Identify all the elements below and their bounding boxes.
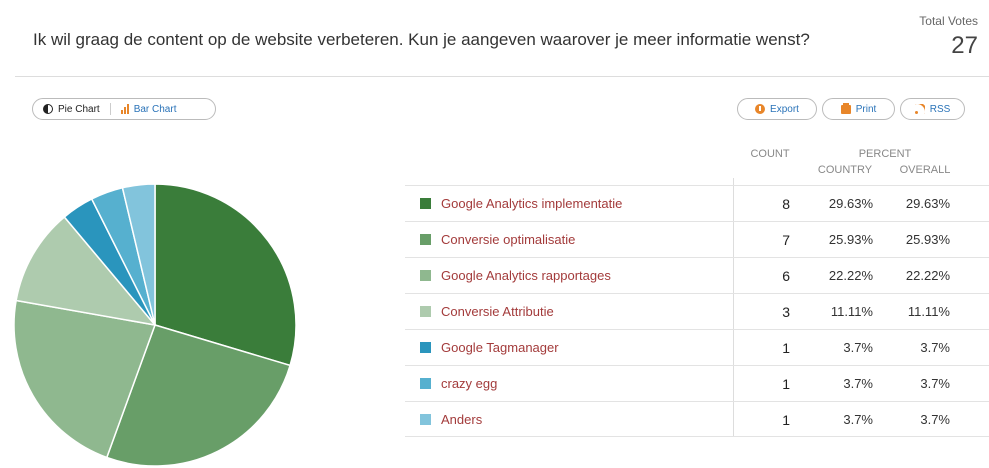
option-percent-country: 3.7%: [843, 340, 873, 355]
pie-slice-7[interactable]: [121, 183, 156, 326]
option-label[interactable]: crazy egg: [441, 376, 498, 391]
legend-swatch: [420, 306, 431, 317]
legend-swatch: [420, 198, 431, 209]
export-label: Export: [770, 103, 799, 115]
pie-chart-svg: [13, 183, 297, 467]
option-count: 7: [782, 232, 790, 248]
print-button[interactable]: Print: [822, 98, 895, 120]
option-count: 8: [782, 196, 790, 212]
legend-swatch: [420, 378, 431, 389]
table-row: Conversie optimalisatie 7 25.93% 25.93%: [405, 221, 989, 257]
option-percent-country: 29.63%: [828, 196, 873, 211]
option-count: 1: [782, 376, 790, 392]
table-row: crazy egg 1 3.7% 3.7%: [405, 365, 989, 401]
option-percent-overall: 3.7%: [920, 340, 950, 355]
table-row: Google Tagmanager 1 3.7% 3.7%: [405, 329, 989, 365]
option-percent-overall: 11.11%: [907, 304, 950, 319]
rss-icon: [914, 104, 925, 114]
bar-chart-label: Bar Chart: [133, 103, 177, 115]
option-percent-country: 22.22%: [828, 268, 873, 283]
overall-header: OVERALL: [899, 164, 951, 176]
table-row: Google Analytics rapportages 6 22.22% 22…: [405, 257, 989, 293]
option-label[interactable]: Google Analytics rapportages: [441, 268, 611, 283]
printer-icon: [840, 102, 851, 114]
column-divider: [733, 178, 734, 436]
toggle-separator: [109, 103, 111, 115]
count-header: COUNT: [750, 148, 790, 160]
pie-chart-label: Pie Chart: [58, 103, 100, 115]
bar-chart-tab[interactable]: Bar Chart: [111, 99, 187, 119]
pie-chart-tab[interactable]: Pie Chart: [33, 99, 110, 119]
country-header: COUNTRY: [817, 164, 873, 176]
option-percent-country: 25.93%: [828, 232, 873, 247]
option-percent-country: 3.7%: [843, 376, 873, 391]
export-button[interactable]: Export: [737, 98, 817, 120]
rss-button[interactable]: RSS: [900, 98, 965, 120]
option-percent-overall: 3.7%: [920, 412, 950, 427]
option-label[interactable]: Conversie Attributie: [441, 304, 554, 319]
option-count: 1: [782, 340, 790, 356]
legend-swatch: [420, 414, 431, 425]
pie-slice-1[interactable]: [154, 183, 297, 367]
option-label[interactable]: Conversie optimalisatie: [441, 232, 576, 247]
table-row: Conversie Attributie 3 11.11% 11.11%: [405, 293, 989, 329]
percent-header: PERCENT: [858, 148, 912, 160]
pie-slice-4[interactable]: [15, 215, 157, 327]
header-divider: [15, 76, 989, 77]
option-percent-overall: 29.63%: [905, 196, 950, 211]
option-percent-overall: 25.93%: [905, 232, 950, 247]
pie-chart-icon: [43, 104, 53, 114]
bar-chart-icon: [120, 104, 129, 114]
pie-slice-3[interactable]: [13, 299, 157, 459]
total-votes-label: Total Votes: [919, 14, 978, 28]
chart-type-toggle: Pie Chart Bar Chart: [32, 98, 216, 120]
option-percent-overall: 3.7%: [920, 376, 950, 391]
question-title: Ik wil graag de content op de website ve…: [33, 30, 810, 49]
option-percent-overall: 22.22%: [905, 268, 950, 283]
pie-slice-2[interactable]: [105, 324, 292, 467]
option-label[interactable]: Google Analytics implementatie: [441, 196, 623, 211]
option-percent-country: 3.7%: [843, 412, 873, 427]
export-icon: [755, 104, 766, 114]
rss-label: RSS: [929, 103, 951, 115]
print-label: Print: [855, 103, 877, 115]
option-count: 1: [782, 412, 790, 428]
table-row: Anders 1 3.7% 3.7%: [405, 401, 989, 437]
pie-chart: [12, 182, 298, 468]
legend-swatch: [420, 270, 431, 281]
total-votes-count: 27: [951, 32, 978, 59]
option-label[interactable]: Anders: [441, 412, 483, 427]
option-count: 6: [782, 268, 790, 284]
option-label[interactable]: Google Tagmanager: [441, 340, 559, 355]
option-count: 3: [782, 304, 790, 320]
option-percent-country: 11.11%: [830, 304, 873, 319]
table-row: Google Analytics implementatie 8 29.63% …: [405, 185, 989, 221]
legend-swatch: [420, 342, 431, 353]
legend-swatch: [420, 234, 431, 245]
results-table: Google Analytics implementatie 8 29.63% …: [405, 185, 989, 437]
